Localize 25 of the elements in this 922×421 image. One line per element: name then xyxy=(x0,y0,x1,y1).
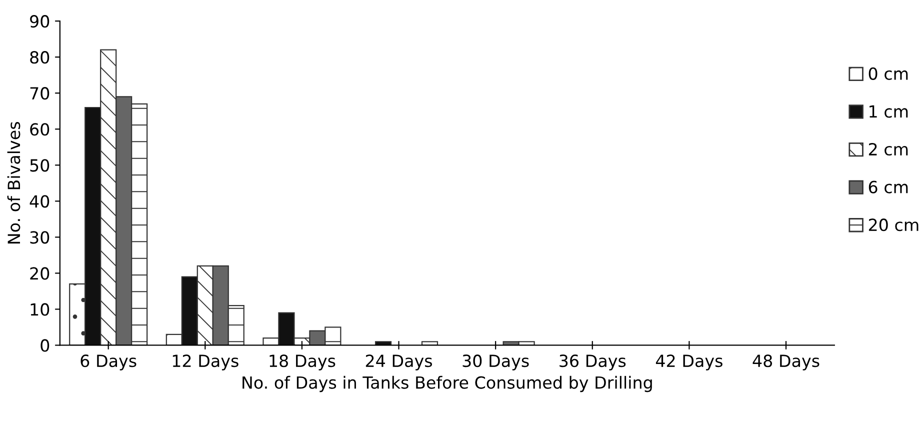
y-tick-label: 60 xyxy=(30,123,50,136)
y-tick-label: 50 xyxy=(30,159,50,172)
y-tick-label: 30 xyxy=(30,231,50,244)
y-tick-label: 90 xyxy=(30,15,50,28)
y-tick-label: 70 xyxy=(30,87,50,100)
x-tick-label: 30 Days xyxy=(462,354,529,370)
x-tick-label: 42 Days xyxy=(656,354,722,370)
x-tick-label: 36 Days xyxy=(560,354,626,370)
y-tick-label: 10 xyxy=(30,303,50,316)
y-tick-label: 40 xyxy=(30,195,50,208)
legend-label: 1 cm xyxy=(870,105,908,118)
x-tick-label: 48 Days xyxy=(752,354,820,370)
x-axis-title: No. of Days in Tanks Before Consumed by Drilling xyxy=(242,376,652,392)
y-axis-title: No. of Bivalves xyxy=(7,122,20,244)
legend-label: 0 cm xyxy=(868,67,908,80)
y-tick-label: 0 xyxy=(40,339,50,352)
legend-label: 6 cm xyxy=(868,180,908,194)
y-tick-label: 80 xyxy=(30,51,50,64)
x-tick-label: 6 Days xyxy=(80,354,136,370)
legend-label: 20 cm xyxy=(868,218,918,232)
x-tick-label: 12 Days xyxy=(172,354,238,370)
y-tick-label: 20 xyxy=(30,267,50,280)
x-tick-label: 18 Days xyxy=(270,354,336,370)
legend-label: 2 cm xyxy=(868,142,908,156)
x-tick-label: 24 Days xyxy=(366,354,432,370)
